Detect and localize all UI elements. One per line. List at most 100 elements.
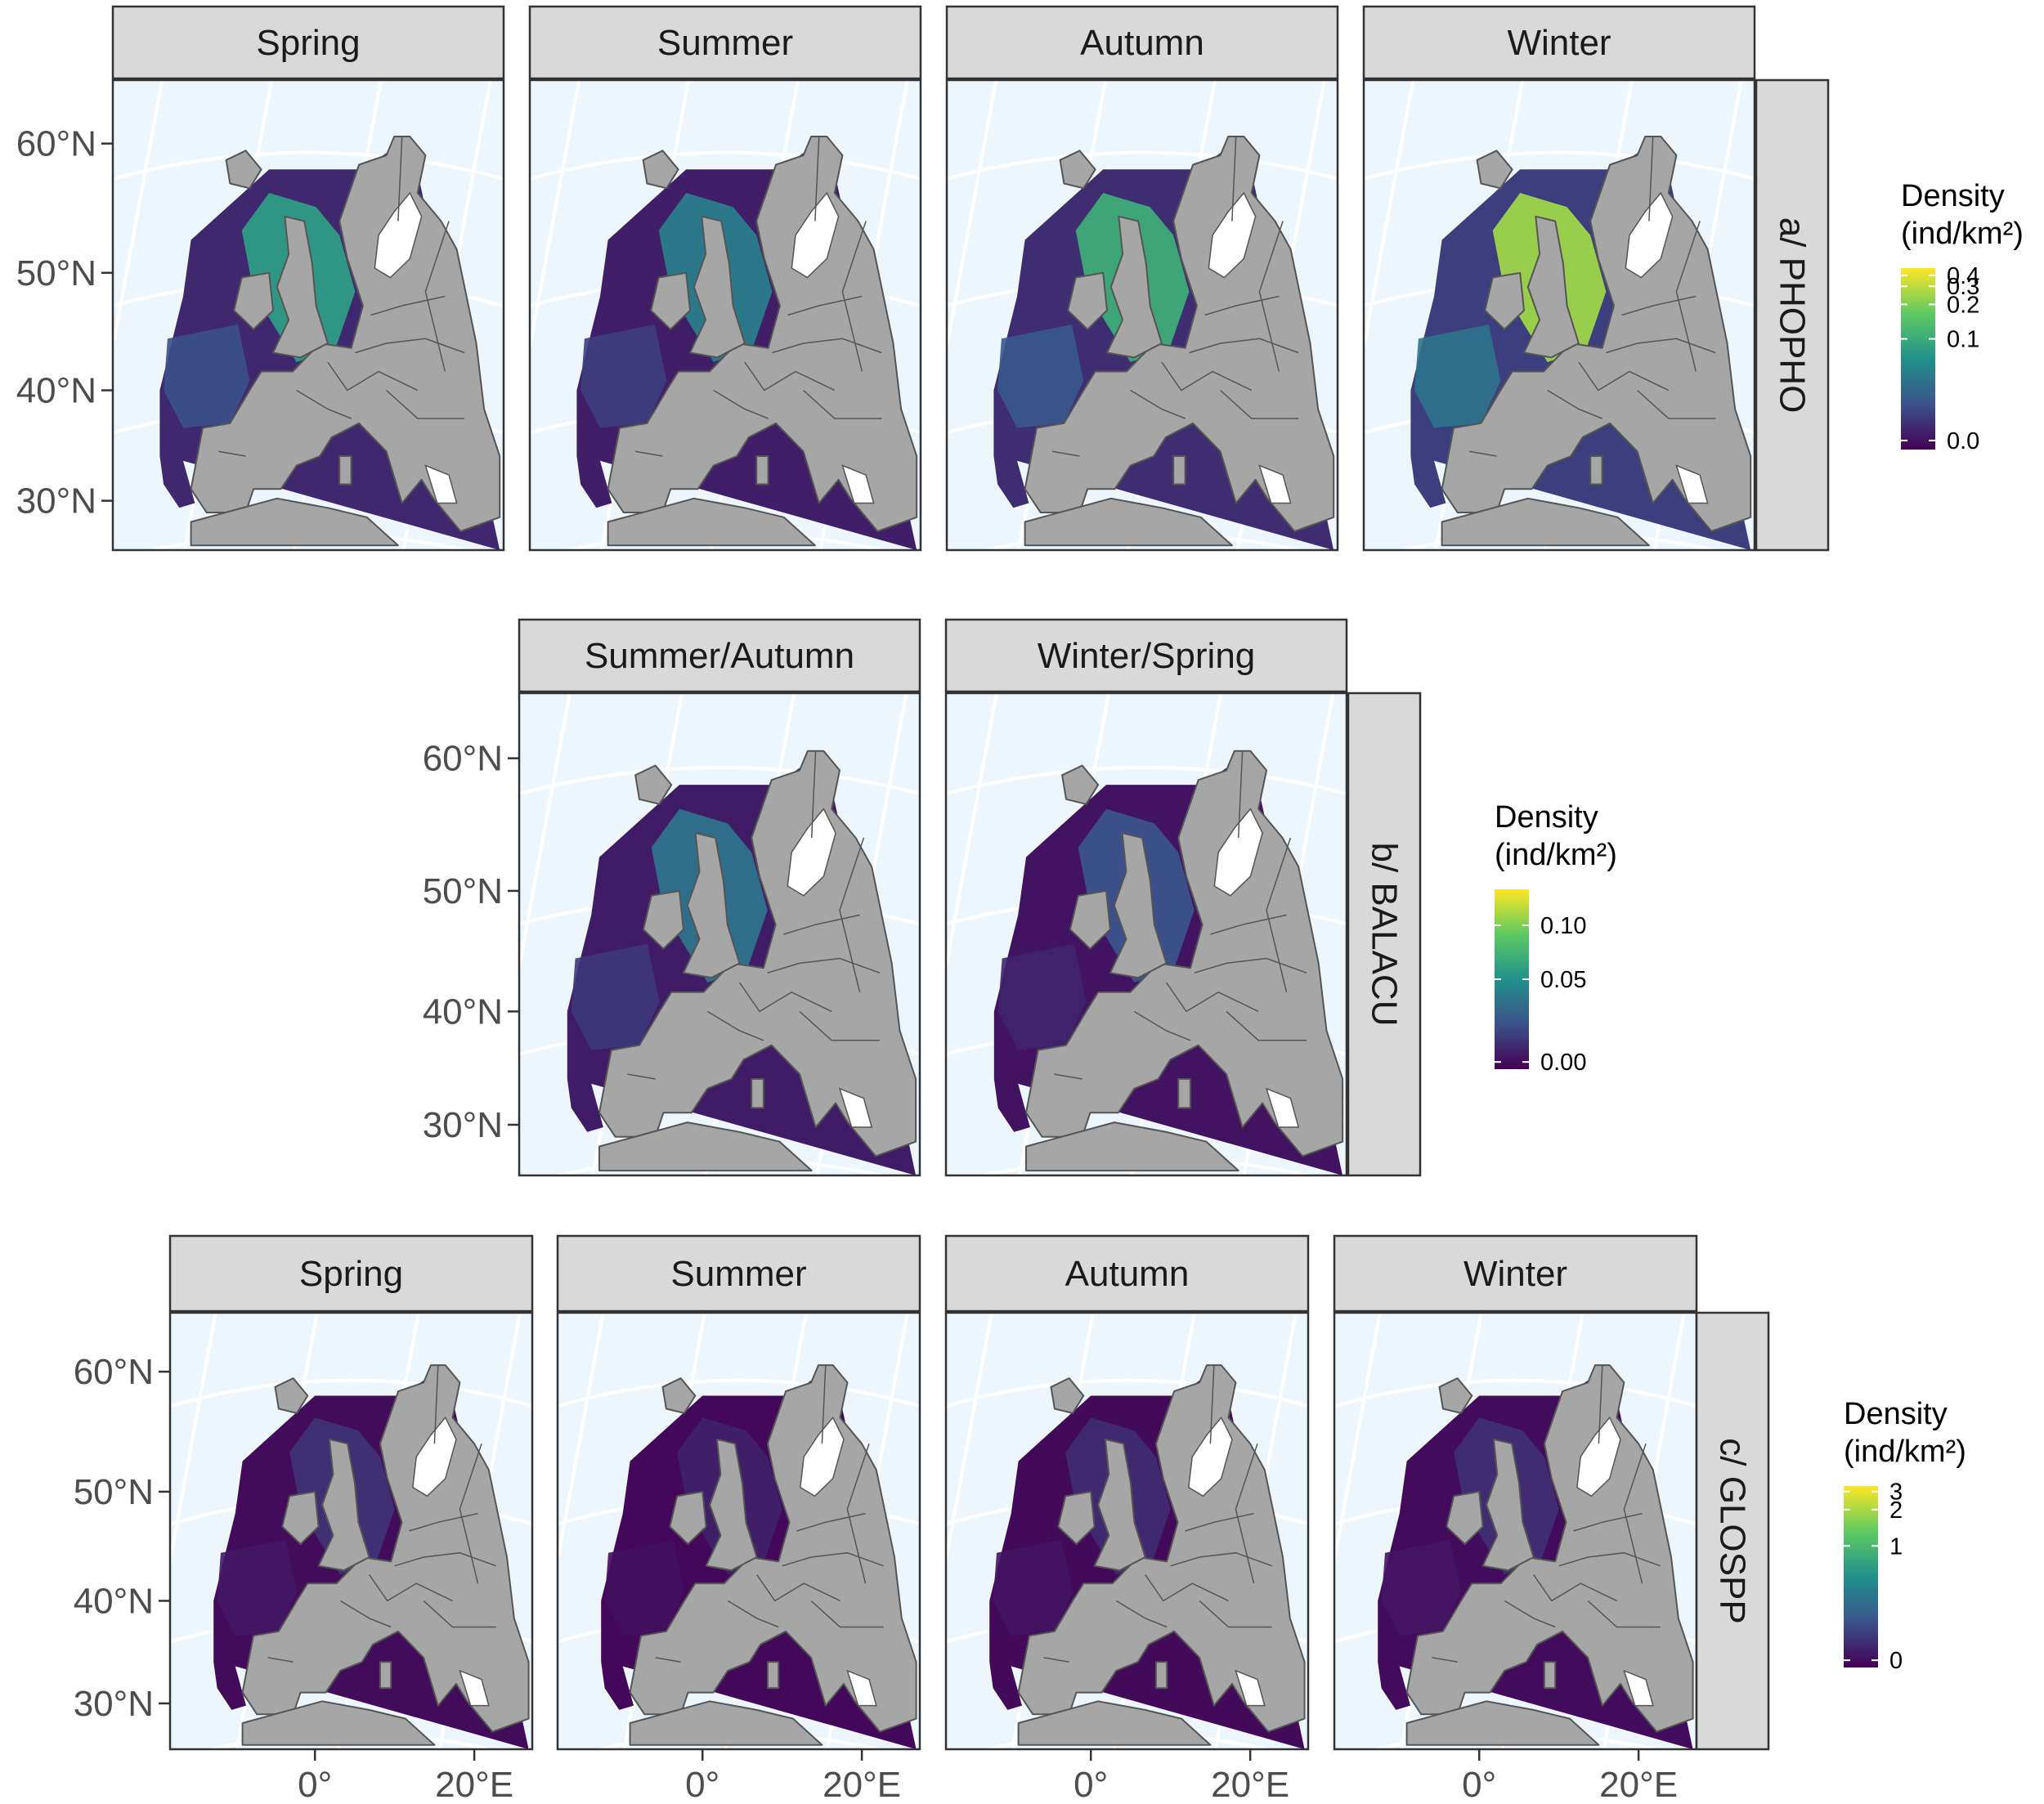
balacu-legend-units: (ind/km²) <box>1495 838 1617 872</box>
land-north-africa <box>1441 497 1650 547</box>
land-island <box>1589 455 1603 486</box>
land-iceland <box>634 764 673 805</box>
baltic-sea <box>791 191 840 279</box>
land-ireland <box>1446 1490 1484 1545</box>
land-north-africa <box>1405 1700 1600 1746</box>
y-tick-label: 60°N <box>423 739 503 779</box>
glospp-colorbar <box>1844 1486 1878 1667</box>
panel-glospp-spring: Spring 0° 20°E <box>168 1234 534 1804</box>
x-tick-label: 20°E <box>435 1765 513 1804</box>
land-island <box>1172 455 1186 486</box>
inland-sea <box>841 464 875 504</box>
land-britain <box>682 832 741 979</box>
y-tick-label: 60°N <box>16 124 96 164</box>
glospp-autumn-map <box>946 1313 1308 1749</box>
land-iceland <box>642 150 679 190</box>
row-phopho: Spring Summer Autumn Winter a/ PHOPHO 60°N 50°… <box>16 5 2024 552</box>
country-borders <box>1051 136 1299 457</box>
glospp-autumn-title: Autumn <box>1065 1254 1190 1294</box>
land-north-africa <box>1017 1700 1212 1746</box>
land-britain <box>1109 832 1168 979</box>
inland-sea <box>846 1669 877 1707</box>
baltic-sea <box>374 191 423 279</box>
panel-glospp-winter: Winter 0° 20°E <box>1333 1234 1698 1804</box>
inland-sea <box>1258 464 1292 504</box>
y-tick-label: 30°N <box>74 1684 154 1724</box>
land-iceland <box>1438 1377 1473 1414</box>
phopho-row-label: a/ PHOPHO <box>1773 217 1813 414</box>
glospp-spring-strip <box>168 1234 534 1313</box>
density-hotspot-atlantic <box>580 325 667 428</box>
country-borders <box>267 1365 496 1663</box>
land-north-africa <box>629 1700 823 1746</box>
y-tick-label: 40°N <box>423 992 503 1032</box>
phopho-spring-title: Spring <box>256 23 360 63</box>
legend-tick-label: 0.2 <box>1947 292 1979 318</box>
y-tick-label: 40°N <box>74 1581 154 1621</box>
land-island <box>338 455 352 486</box>
phopho-summer-title: Summer <box>657 23 793 63</box>
land-ireland <box>1057 1490 1096 1545</box>
country-borders <box>1054 750 1307 1080</box>
land-island <box>1543 1661 1557 1690</box>
glospp-winter-strip <box>1333 1234 1698 1313</box>
y-tick-label: 50°N <box>16 253 96 293</box>
baltic-sea <box>1625 191 1674 279</box>
y-tick-label: 50°N <box>423 871 503 911</box>
country-borders <box>1468 136 1716 457</box>
land-britain <box>705 1438 758 1572</box>
land-ireland <box>669 1490 707 1545</box>
glospp-row-strip <box>1695 1311 1770 1751</box>
land-north-africa <box>1024 497 1233 547</box>
inland-sea <box>1265 1087 1300 1128</box>
land-island <box>379 1661 392 1690</box>
legend-tick-label: 0.00 <box>1540 1050 1586 1076</box>
country-borders <box>217 136 465 457</box>
land-iceland <box>225 150 262 190</box>
phopho-colorbar <box>1901 268 1935 450</box>
land-iceland <box>1059 150 1096 190</box>
baltic-sea <box>1213 808 1263 897</box>
land-britain <box>1481 1438 1535 1572</box>
land-ireland <box>1069 889 1111 950</box>
panel-phopho-spring: Spring <box>111 5 505 552</box>
balacu-summer-autumn-map <box>519 693 920 1175</box>
country-borders <box>634 136 882 457</box>
y-tick-label: 30°N <box>423 1105 503 1145</box>
legend-tick-label: 1 <box>1889 1533 1903 1560</box>
panel-balacu-summer-autumn: Summer/Autumn <box>518 618 921 1177</box>
density-hotspot-atlantic <box>217 1539 297 1636</box>
panel-frame <box>111 78 505 552</box>
baltic-sea <box>1576 1416 1621 1497</box>
inland-sea <box>838 1087 873 1128</box>
land-north-africa <box>607 497 816 547</box>
panel-balacu-winter-spring: Winter/Spring <box>944 618 1348 1177</box>
density-hotspot-atlantic <box>993 1539 1073 1636</box>
panel-frame <box>518 692 921 1177</box>
land-ireland <box>642 889 684 950</box>
phopho-winter-strip <box>1362 5 1756 80</box>
panel-frame <box>944 692 1348 1177</box>
legend-tick-label: 0.4 <box>1947 263 1979 289</box>
inland-sea <box>1623 1669 1654 1707</box>
balacu-winter-spring-title: Winter/Spring <box>1038 636 1256 676</box>
density-hotspot-atlantic <box>997 943 1087 1050</box>
land-island <box>755 455 769 486</box>
panel-frame <box>556 1311 921 1751</box>
land-ireland <box>281 1490 320 1545</box>
panel-frame <box>944 1311 1310 1751</box>
panel-glospp-autumn: Autumn 0° 20°E <box>944 1234 1310 1804</box>
balacu-legend-title: Density <box>1495 800 1598 835</box>
land-island <box>1177 1078 1191 1109</box>
panel-glospp-summer: Summer 0° 20°E <box>556 1234 921 1804</box>
x-tick-label: 0° <box>1462 1765 1496 1804</box>
glospp-autumn-strip <box>944 1234 1310 1313</box>
phopho-spring-strip <box>111 5 505 80</box>
land-britain <box>1093 1438 1146 1572</box>
legend-tick-label: 2 <box>1889 1497 1903 1524</box>
panel-phopho-autumn: Autumn <box>945 5 1339 552</box>
land-iceland <box>1050 1377 1085 1414</box>
